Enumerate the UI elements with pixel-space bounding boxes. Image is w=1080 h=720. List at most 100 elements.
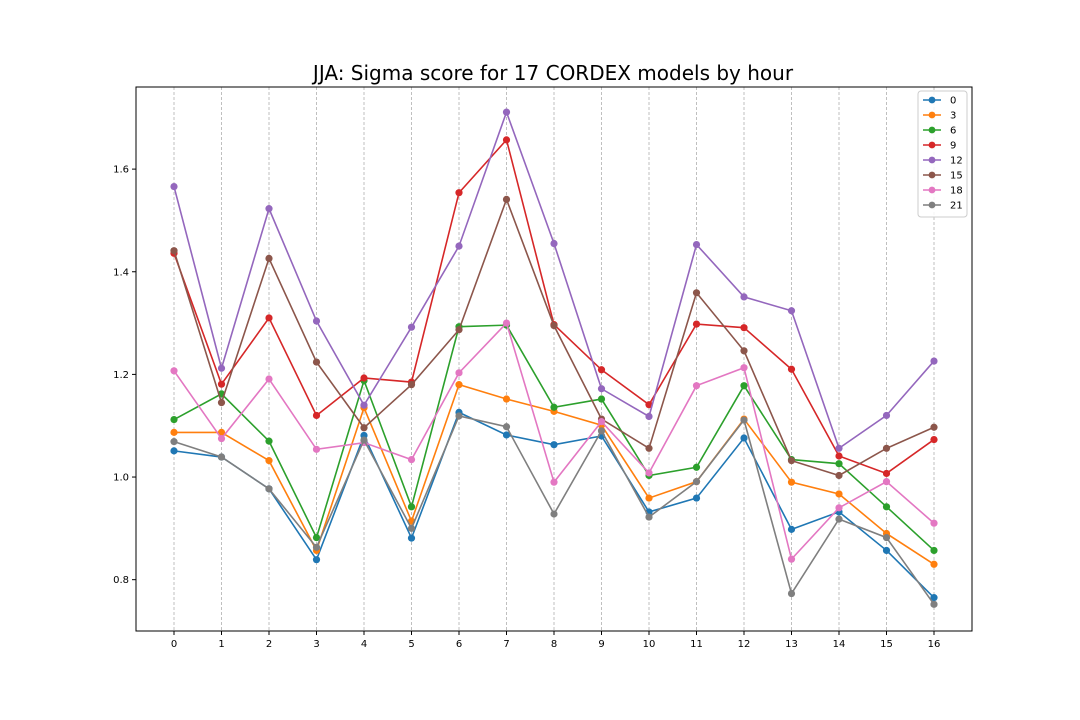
data-point xyxy=(455,189,463,197)
data-point xyxy=(882,478,891,486)
legend-label: 0 xyxy=(950,96,956,107)
data-point xyxy=(312,358,321,366)
series-21 xyxy=(170,412,938,608)
data-point xyxy=(217,453,226,461)
data-point xyxy=(787,478,796,486)
legend-swatch-marker xyxy=(928,141,936,149)
data-point xyxy=(312,543,321,551)
y-tick-label: 1.6 xyxy=(113,165,129,176)
data-point xyxy=(835,460,843,468)
data-point xyxy=(312,445,321,453)
data-point xyxy=(455,381,463,389)
data-point xyxy=(312,556,321,564)
data-point xyxy=(455,242,463,250)
data-point xyxy=(692,320,701,328)
data-point xyxy=(692,494,701,502)
data-point xyxy=(692,382,701,390)
data-point xyxy=(265,314,273,322)
data-point xyxy=(217,399,226,407)
data-point xyxy=(645,401,653,409)
x-tick-label: 9 xyxy=(598,639,604,650)
data-point xyxy=(930,357,938,365)
data-point xyxy=(835,452,843,460)
data-point xyxy=(360,424,368,432)
data-point xyxy=(740,416,748,424)
legend-swatch-marker xyxy=(928,201,936,209)
x-tick-label: 13 xyxy=(785,639,798,650)
data-point xyxy=(217,428,226,436)
data-point xyxy=(692,240,701,249)
data-point xyxy=(312,317,321,325)
x-tick-label: 14 xyxy=(833,639,846,650)
data-point xyxy=(170,247,178,255)
data-point xyxy=(930,423,938,431)
legend-label: 21 xyxy=(950,201,963,212)
legend-swatch-marker xyxy=(928,186,936,194)
x-tick-label: 12 xyxy=(738,639,751,650)
data-point xyxy=(217,434,226,443)
data-point xyxy=(502,195,511,203)
data-point xyxy=(692,463,701,471)
data-point xyxy=(455,369,463,377)
data-point xyxy=(407,534,416,542)
series-12 xyxy=(170,108,938,452)
data-point xyxy=(835,471,843,480)
data-point xyxy=(217,380,226,388)
data-point xyxy=(930,519,938,527)
data-point xyxy=(550,441,558,449)
data-point xyxy=(740,324,748,332)
legend-swatch-marker xyxy=(928,156,936,164)
data-point xyxy=(407,323,416,331)
legend-swatch-marker xyxy=(928,111,936,119)
data-point xyxy=(835,515,843,523)
data-point xyxy=(882,533,891,542)
series-layer xyxy=(170,108,938,608)
series-15 xyxy=(170,195,938,480)
y-axis: 0.8 1.0 1.2 1.4 1.6 xyxy=(113,165,136,586)
data-point xyxy=(787,555,796,563)
data-point xyxy=(550,239,558,248)
data-point xyxy=(645,412,653,421)
legend-box xyxy=(917,90,968,218)
data-point xyxy=(882,411,891,420)
data-point xyxy=(360,401,368,409)
data-point xyxy=(360,436,368,444)
y-tick-label: 1.0 xyxy=(113,473,129,484)
data-point xyxy=(740,347,748,355)
data-point xyxy=(170,182,178,191)
data-point xyxy=(882,469,891,478)
data-point xyxy=(930,435,938,444)
x-tick-label: 4 xyxy=(361,639,367,650)
data-point xyxy=(882,444,891,452)
data-point xyxy=(740,382,748,390)
legend-label: 9 xyxy=(950,141,956,152)
x-tick-label: 0 xyxy=(171,639,177,650)
data-point xyxy=(930,600,938,608)
data-point xyxy=(787,457,796,465)
data-point xyxy=(265,254,273,263)
x-tick-label: 6 xyxy=(456,639,462,650)
data-point xyxy=(170,428,178,436)
data-point xyxy=(502,136,511,144)
data-point xyxy=(217,364,226,372)
data-point xyxy=(645,494,653,502)
x-tick-label: 3 xyxy=(313,639,319,650)
legend-swatch-marker xyxy=(928,96,936,104)
data-point xyxy=(407,455,416,464)
x-tick-label: 5 xyxy=(408,639,414,650)
x-tick-label: 16 xyxy=(928,639,941,650)
chart-title: JJA: Sigma score for 17 CORDEX models by… xyxy=(311,61,794,85)
data-point xyxy=(502,423,511,431)
data-point xyxy=(407,524,416,532)
data-point xyxy=(692,478,701,486)
data-point xyxy=(265,457,273,465)
legend-label: 6 xyxy=(950,126,956,137)
series-9 xyxy=(170,136,938,478)
data-point xyxy=(597,418,606,426)
data-point xyxy=(645,469,653,477)
data-point xyxy=(407,503,416,511)
legend-label: 15 xyxy=(950,171,963,182)
x-tick-label: 10 xyxy=(643,639,656,650)
data-point xyxy=(787,307,796,315)
